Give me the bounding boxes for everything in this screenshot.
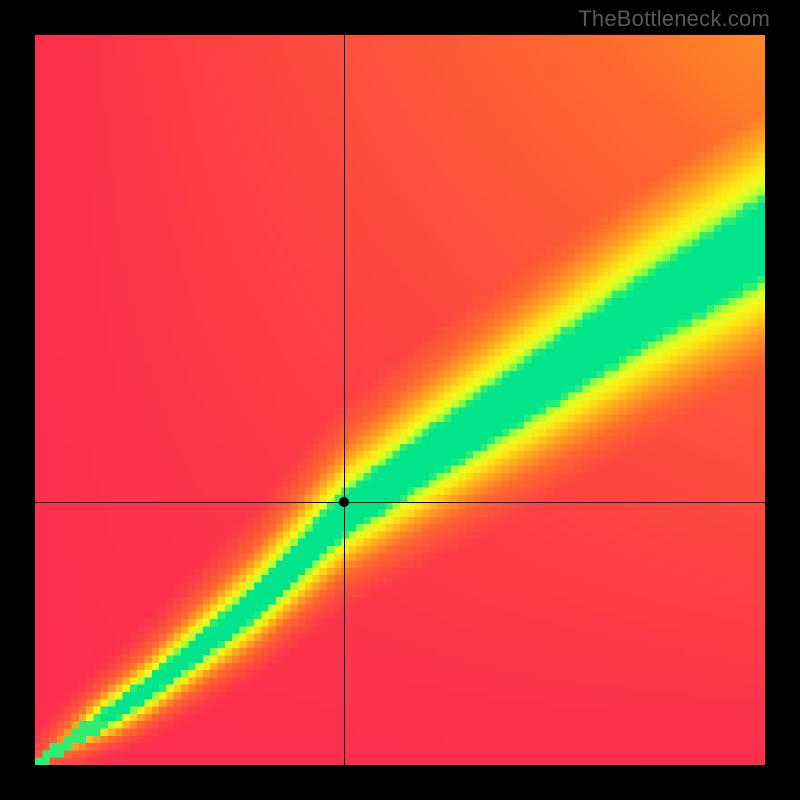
selection-marker[interactable]	[339, 497, 349, 507]
bottleneck-heatmap[interactable]	[35, 35, 765, 765]
heatmap-canvas	[35, 35, 765, 765]
crosshair-vertical	[344, 35, 345, 765]
crosshair-horizontal	[35, 502, 765, 503]
watermark-text: TheBottleneck.com	[578, 6, 770, 32]
